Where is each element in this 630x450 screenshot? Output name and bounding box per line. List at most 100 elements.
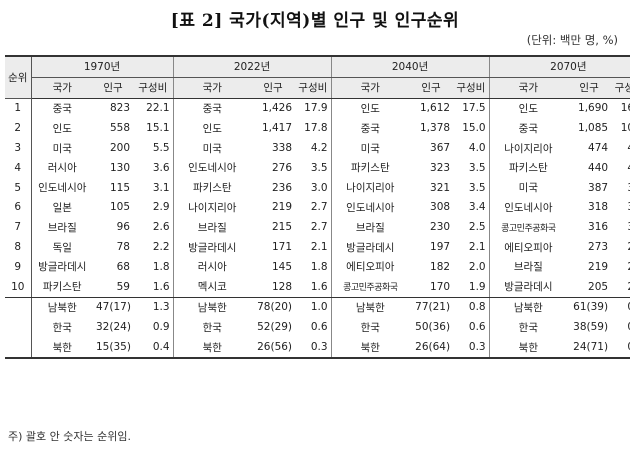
population-header: 인구: [93, 77, 133, 99]
share-cell: 15.1: [146, 122, 170, 135]
share-cell: 16.4: [620, 102, 630, 115]
population-cell: 219: [271, 201, 293, 214]
population-cell: 276: [271, 161, 293, 174]
country-cell: 북한: [488, 337, 568, 359]
share-cell: 17.8: [304, 122, 328, 135]
population-cell: 200: [109, 142, 130, 155]
country-cell: 일본: [52, 201, 72, 214]
share-cell: 17.5: [462, 102, 486, 115]
share-cell: 3.1: [152, 181, 170, 194]
population-cell: 219: [588, 260, 609, 273]
share-cell: 1.9: [453, 276, 490, 298]
unit-label: (단위: 백만 명, %): [526, 33, 618, 47]
share-cell: 2.6: [611, 237, 630, 257]
population-cell: 77(21): [415, 301, 451, 314]
population-table: 순위 1970년 2022년 2040년 2070년 국가 인구 구성비 국가 인구 구성…: [5, 54, 630, 359]
country-cell: 중국: [330, 118, 410, 139]
country-cell: 중국: [52, 102, 72, 115]
share-cell: 17.9: [304, 102, 328, 115]
share-cell: 2.6: [152, 221, 170, 234]
country-cell: 중국: [172, 98, 252, 119]
year-header-2070: 2070년: [488, 54, 630, 78]
population-cell: 273: [588, 241, 609, 254]
population-cell: 230: [430, 221, 451, 234]
share-cell: 3.1: [611, 217, 630, 237]
population-cell: 38(59): [573, 321, 609, 334]
country-cell: 파키스탄: [31, 276, 93, 298]
population-cell: 215: [271, 221, 293, 234]
population-cell: 367: [430, 142, 451, 155]
country-cell: 브라질: [330, 217, 410, 238]
population-cell: 15(35): [93, 337, 133, 359]
rank-cell: 9: [5, 256, 32, 277]
share-cell: 0.2: [611, 337, 630, 359]
rank-row: 8독일782.2방글라데시1712.1방글라데시1972.1에티오피아2732.…: [5, 237, 630, 257]
population-cell: 50(36): [415, 321, 451, 334]
share-cell: 3.8: [611, 178, 630, 198]
country-cell: 미국: [488, 177, 568, 198]
country-header: 국가: [31, 77, 93, 99]
population-cell: 68: [116, 260, 130, 273]
share-cell: 2.7: [310, 221, 328, 234]
share-cell: 2.0: [611, 276, 630, 298]
country-cell: 브라질: [47, 221, 77, 234]
population-cell: 1,085: [578, 122, 609, 135]
share-cell: 15.0: [462, 122, 486, 135]
country-cell: 나이지리아: [172, 197, 252, 218]
rank-row: 6일본1052.9나이지리아2192.7인도네시아3083.4인도네시아3183…: [5, 197, 630, 218]
share-cell: 1.8: [310, 260, 328, 273]
country-cell: 파키스탄: [330, 157, 410, 178]
population-cell: 387: [588, 181, 609, 194]
share-cell: 0.3: [295, 337, 332, 359]
population-header: 인구: [567, 77, 612, 99]
country-cell: 북한: [31, 337, 93, 359]
population-cell: 170: [409, 276, 454, 298]
country-cell: 중국: [488, 118, 568, 139]
population-cell: 338: [271, 142, 293, 155]
population-cell: 1,612: [420, 102, 451, 115]
population-cell: 24(71): [567, 337, 612, 359]
rank-cell: 5: [5, 177, 32, 198]
share-cell: 3.5: [468, 161, 486, 174]
share-cell: 0.4: [133, 337, 174, 359]
country-header: 국가: [330, 77, 410, 99]
share-cell: 2.5: [468, 221, 486, 234]
country-cell: 미국: [172, 138, 252, 158]
population-cell: 115: [109, 181, 130, 194]
country-cell: 미국: [52, 142, 72, 155]
share-cell: 1.0: [310, 301, 328, 314]
share-cell: 0.6: [310, 321, 328, 334]
share-cell: 0.6: [611, 297, 630, 317]
table-title: [표 2] 국가(지역)별 인구 및 인구순위: [170, 11, 460, 31]
population-cell: 823: [109, 102, 130, 115]
share-header: 구성비: [453, 77, 490, 99]
share-cell: 4.6: [611, 138, 630, 158]
population-cell: 182: [430, 260, 451, 273]
year-header-2040: 2040년: [330, 54, 490, 78]
country-cell: 에티오피아: [488, 237, 568, 257]
rank-row: 1 중국 823 22.1 중국 1,426 17.9 인도 1,612 17.5 인도 1,690 1…: [5, 98, 630, 119]
rank-cell: 4: [5, 157, 32, 178]
share-cell: 2.1: [611, 257, 630, 277]
population-cell: 61(39): [573, 301, 609, 314]
country-cell: 나이지리아: [330, 177, 410, 198]
rank-cell: 8: [5, 237, 32, 257]
rank-cell: 3: [5, 138, 32, 158]
country-cell: 러시아: [47, 162, 77, 175]
share-cell: 1.6: [133, 276, 174, 298]
population-cell: 130: [109, 161, 130, 174]
population-cell: 78(20): [257, 301, 293, 314]
country-cell: 남북한: [172, 297, 252, 318]
year-header-1970: 1970년: [31, 54, 174, 78]
population-cell: 323: [430, 161, 451, 174]
country-cell: 남북한: [47, 301, 77, 314]
population-cell: 26(56): [251, 337, 296, 359]
country-cell: 파키스탄: [172, 177, 252, 198]
rank-row: 2 인도 558 15.1 인도 1,417 17.8 중국 1,378 15.0 중국 1,085 1…: [5, 118, 630, 139]
population-cell: 1,690: [578, 102, 609, 115]
population-cell: 236: [271, 181, 293, 194]
country-cell: 남북한: [488, 297, 568, 318]
population-cell: 316: [588, 221, 609, 234]
